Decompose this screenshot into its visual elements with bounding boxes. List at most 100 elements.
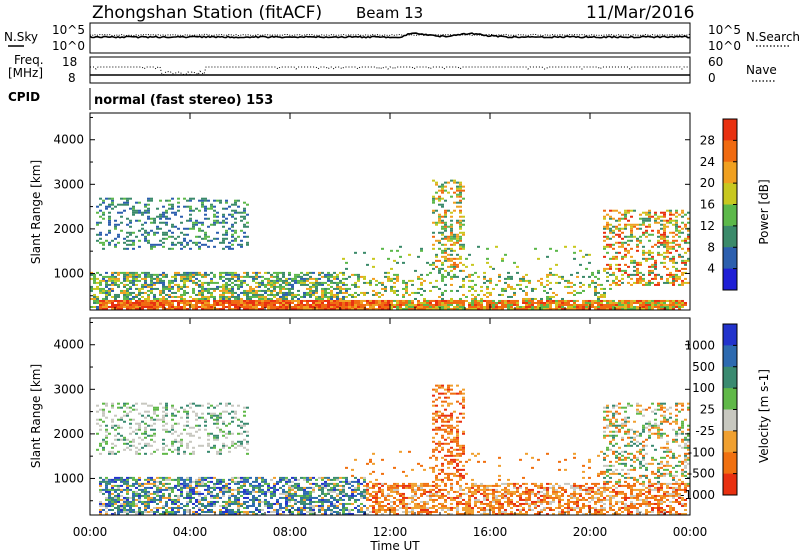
heatmap-cell [111, 478, 114, 481]
heatmap-cell [375, 293, 378, 296]
heatmap-cell [162, 512, 165, 515]
heatmap-cell [678, 245, 681, 248]
heatmap-cell [444, 388, 447, 391]
heatmap-cell [216, 426, 219, 429]
heatmap-cell [393, 510, 396, 513]
heatmap-cell [273, 299, 276, 302]
heatmap-cell [171, 235, 174, 238]
heatmap-cell [183, 237, 186, 240]
heatmap-cell [162, 424, 165, 427]
heatmap-cell [279, 303, 282, 306]
heatmap-cell [105, 442, 108, 445]
heatmap-cell [174, 295, 177, 298]
heatmap-cell [105, 197, 108, 200]
heatmap-cell [636, 243, 639, 246]
heatmap-cell [441, 400, 444, 403]
heatmap-cell [480, 289, 483, 292]
heatmap-cell [276, 508, 279, 511]
heatmap-cell [441, 273, 444, 276]
heatmap-cell [132, 496, 135, 499]
heatmap-cell [273, 289, 276, 292]
heatmap-cell [354, 307, 357, 310]
heatmap-cell [186, 502, 189, 505]
heatmap-cell [141, 291, 144, 294]
heatmap-cell [324, 510, 327, 513]
heatmap-cell [501, 259, 504, 262]
heatmap-cell [570, 299, 573, 302]
nsky-tick-hi: 10^5 [52, 23, 85, 37]
heatmap-cell [306, 490, 309, 493]
heatmap-cell [336, 291, 339, 294]
heatmap-cell [333, 299, 336, 302]
heatmap-cell [147, 233, 150, 236]
heatmap-cell [243, 301, 246, 304]
heatmap-cell [261, 500, 264, 503]
heatmap-cell [171, 287, 174, 290]
heatmap-cell [195, 414, 198, 417]
heatmap-cell [351, 301, 354, 304]
heatmap-cell [138, 510, 141, 513]
heatmap-cell [162, 510, 165, 513]
heatmap-cell [105, 281, 108, 284]
heatmap-cell [486, 257, 489, 260]
heatmap-cell [192, 271, 195, 274]
heatmap-cell [150, 416, 153, 419]
heatmap-cell [666, 267, 669, 270]
heatmap-cell [456, 303, 459, 306]
heatmap-cell [507, 271, 510, 274]
heatmap-cell [336, 303, 339, 306]
heatmap-cell [234, 229, 237, 232]
heatmap-cell [126, 490, 129, 493]
heatmap-cell [645, 281, 648, 284]
heatmap-cell [153, 281, 156, 284]
heatmap-cell [129, 293, 132, 296]
heatmap-cell [252, 291, 255, 294]
heatmap-cell [447, 496, 450, 499]
heatmap-cell [144, 239, 147, 242]
heatmap-cell [228, 450, 231, 453]
heatmap-cell [246, 512, 249, 515]
heatmap-cell [342, 281, 345, 284]
heatmap-cell [444, 249, 447, 252]
heatmap-cell [390, 490, 393, 493]
heatmap-cell [636, 261, 639, 264]
heatmap-cell [186, 494, 189, 497]
heatmap-cell [258, 476, 261, 479]
heatmap-cell [258, 502, 261, 505]
heatmap-cell [291, 486, 294, 489]
heatmap-cell [495, 245, 498, 248]
heatmap-cell [273, 494, 276, 497]
heatmap-cell [207, 488, 210, 491]
heatmap-cell [450, 231, 453, 234]
heatmap-cell [621, 299, 624, 302]
heatmap-cell [165, 478, 168, 481]
heatmap-cell [240, 297, 243, 300]
heatmap-cell [363, 303, 366, 306]
heatmap-cell [225, 273, 228, 276]
heatmap-cell [117, 295, 120, 298]
heatmap-cell [654, 261, 657, 264]
heatmap-cell [435, 197, 438, 200]
heatmap-cell [105, 239, 108, 242]
heatmap-cell [303, 486, 306, 489]
heatmap-cell [354, 303, 357, 306]
heatmap-cell [123, 277, 126, 280]
heatmap-cell [255, 478, 258, 481]
heatmap-cell [609, 301, 612, 304]
heatmap-cell [657, 301, 660, 304]
heatmap-cell [168, 293, 171, 296]
heatmap-cell [114, 245, 117, 248]
heatmap-cell [273, 281, 276, 284]
heatmap-cell [522, 305, 525, 308]
heatmap-cell [246, 303, 249, 306]
heatmap-cell [486, 299, 489, 302]
heatmap-cell [186, 410, 189, 413]
heatmap-cell [423, 468, 426, 471]
heatmap-cell [219, 428, 222, 431]
heatmap-cell [306, 506, 309, 509]
heatmap-cell [135, 307, 138, 310]
heatmap-cell [261, 484, 264, 487]
heatmap-cell [219, 430, 222, 433]
heatmap-cell [435, 420, 438, 423]
heatmap-cell [486, 301, 489, 304]
